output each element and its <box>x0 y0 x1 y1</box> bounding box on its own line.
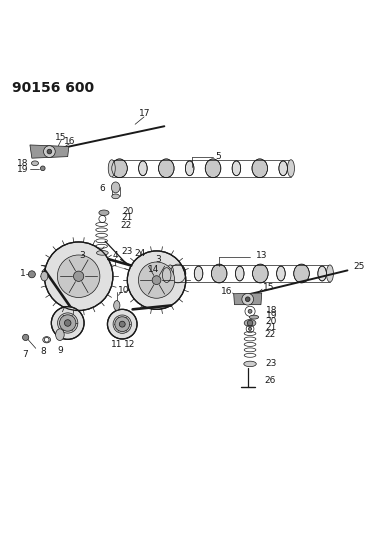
Ellipse shape <box>244 361 256 367</box>
Text: 25: 25 <box>353 262 365 271</box>
Circle shape <box>65 320 70 326</box>
Ellipse shape <box>43 337 50 343</box>
Circle shape <box>115 317 130 332</box>
Circle shape <box>108 309 137 339</box>
Circle shape <box>246 297 250 302</box>
Text: 17: 17 <box>139 109 151 118</box>
Ellipse shape <box>112 194 120 199</box>
Circle shape <box>119 321 125 327</box>
Ellipse shape <box>162 268 171 282</box>
Ellipse shape <box>99 210 109 215</box>
Circle shape <box>44 337 49 342</box>
Text: 8: 8 <box>41 347 47 356</box>
Circle shape <box>23 334 29 341</box>
Ellipse shape <box>158 159 174 177</box>
Ellipse shape <box>167 265 174 282</box>
Text: 90156 600: 90156 600 <box>13 82 95 95</box>
Circle shape <box>248 320 253 326</box>
Circle shape <box>74 271 84 281</box>
Text: 14: 14 <box>148 265 160 274</box>
Ellipse shape <box>253 264 268 283</box>
Circle shape <box>47 149 52 154</box>
Ellipse shape <box>185 161 194 176</box>
Ellipse shape <box>31 161 38 166</box>
Text: 3: 3 <box>80 252 85 261</box>
Ellipse shape <box>56 329 64 341</box>
Polygon shape <box>30 145 69 158</box>
Ellipse shape <box>170 264 186 283</box>
Circle shape <box>242 293 253 305</box>
Circle shape <box>127 251 186 309</box>
Ellipse shape <box>252 159 267 177</box>
Circle shape <box>152 276 161 285</box>
Text: 23: 23 <box>121 247 133 256</box>
Circle shape <box>51 306 84 340</box>
Circle shape <box>65 320 71 326</box>
Text: 15: 15 <box>262 282 274 292</box>
Text: 19: 19 <box>16 165 28 174</box>
Text: 19: 19 <box>265 311 277 320</box>
Ellipse shape <box>244 319 256 327</box>
Circle shape <box>120 322 124 326</box>
Ellipse shape <box>318 266 326 281</box>
Text: 2: 2 <box>41 265 47 274</box>
Circle shape <box>40 166 45 171</box>
Text: 26: 26 <box>265 376 276 385</box>
Text: 24: 24 <box>134 249 145 258</box>
Text: 16: 16 <box>221 287 232 295</box>
Ellipse shape <box>277 266 285 281</box>
Text: 4: 4 <box>113 251 118 260</box>
Text: 18: 18 <box>265 305 277 314</box>
Circle shape <box>57 255 100 297</box>
Circle shape <box>43 146 55 157</box>
Ellipse shape <box>205 159 221 177</box>
Circle shape <box>138 262 175 298</box>
Ellipse shape <box>111 182 120 193</box>
Text: 20: 20 <box>123 207 134 216</box>
Ellipse shape <box>139 161 147 176</box>
Text: 21: 21 <box>265 323 277 332</box>
Ellipse shape <box>294 264 309 283</box>
Circle shape <box>29 271 35 278</box>
Text: 22: 22 <box>120 221 131 230</box>
Text: 18: 18 <box>16 159 28 168</box>
Circle shape <box>248 309 252 313</box>
Text: 10: 10 <box>118 286 129 295</box>
Circle shape <box>249 327 251 330</box>
Circle shape <box>113 315 131 333</box>
Ellipse shape <box>97 251 108 255</box>
Ellipse shape <box>41 272 48 281</box>
Ellipse shape <box>235 266 244 281</box>
Ellipse shape <box>108 160 115 177</box>
Text: 3: 3 <box>156 255 161 264</box>
Circle shape <box>59 315 76 331</box>
Text: 16: 16 <box>64 136 76 146</box>
Ellipse shape <box>212 264 227 283</box>
Polygon shape <box>234 293 262 305</box>
Text: 22: 22 <box>265 330 276 339</box>
Text: 6: 6 <box>99 184 105 193</box>
Ellipse shape <box>112 159 127 177</box>
Circle shape <box>44 242 113 311</box>
Text: 5: 5 <box>215 152 221 161</box>
Circle shape <box>57 313 78 333</box>
Text: 12: 12 <box>124 340 136 349</box>
Ellipse shape <box>287 160 294 177</box>
Ellipse shape <box>114 301 120 310</box>
Ellipse shape <box>194 266 203 281</box>
Ellipse shape <box>232 161 241 176</box>
Text: 11: 11 <box>111 340 122 349</box>
Ellipse shape <box>326 265 334 282</box>
Text: 15: 15 <box>56 133 67 142</box>
Text: 21: 21 <box>121 213 133 222</box>
Ellipse shape <box>279 161 287 176</box>
Text: 1: 1 <box>20 269 25 278</box>
Text: 23: 23 <box>265 359 277 368</box>
Text: 7: 7 <box>22 350 28 359</box>
Ellipse shape <box>249 315 258 319</box>
Text: 20: 20 <box>265 317 277 326</box>
Text: 9: 9 <box>57 346 63 355</box>
Text: 13: 13 <box>256 251 267 260</box>
